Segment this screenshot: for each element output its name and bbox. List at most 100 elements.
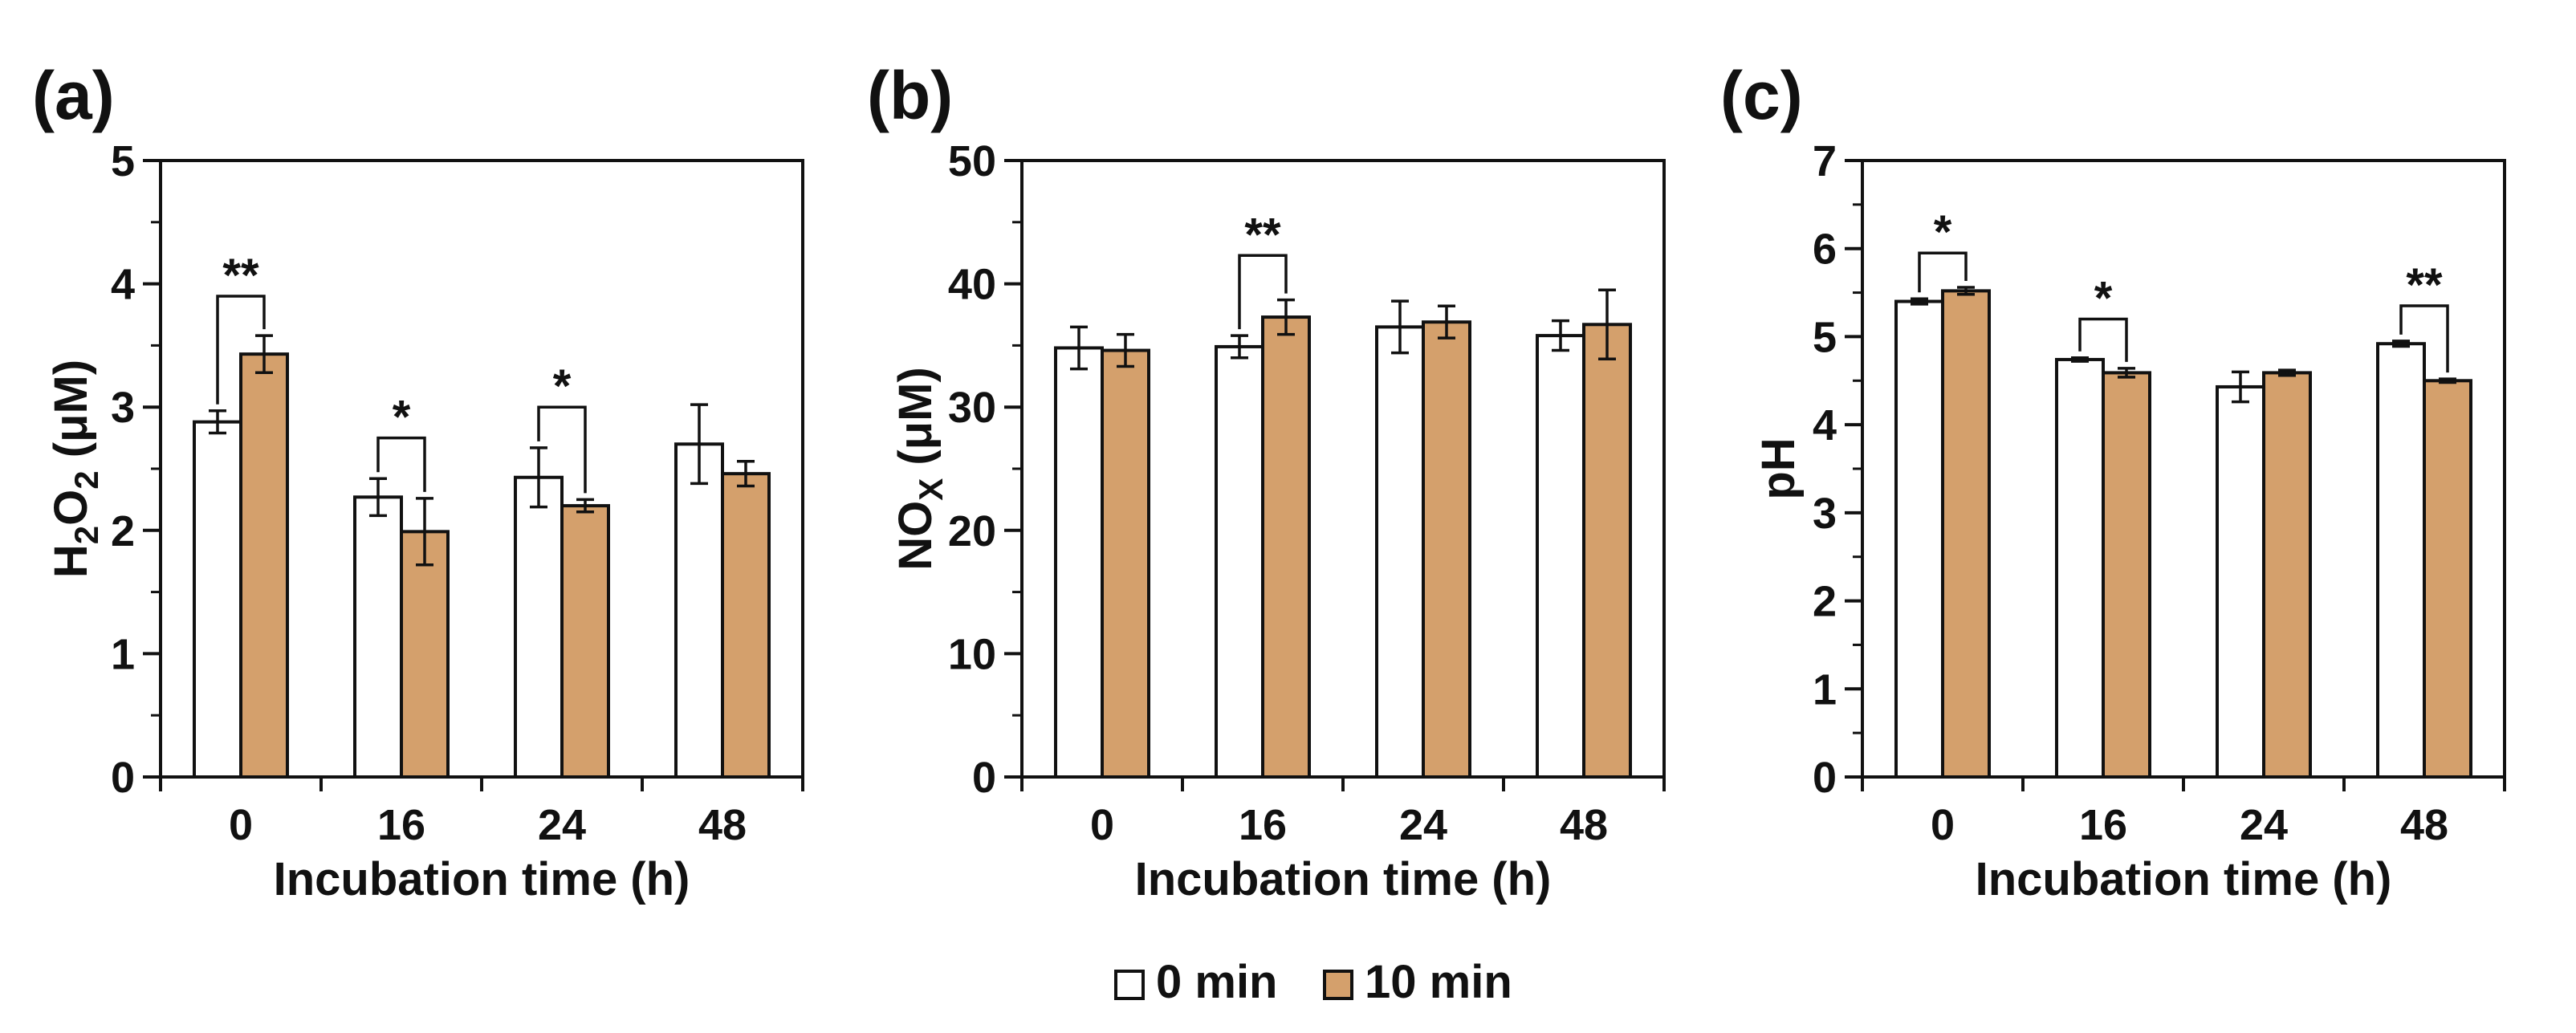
significance-bracket (537, 405, 587, 494)
significance-label: * (1934, 206, 1952, 258)
panel-label: (a) (32, 58, 115, 133)
bar-0-min-48 (2376, 342, 2426, 779)
x-tick-label: 0 (1090, 801, 1114, 849)
x-tick-label: 24 (1399, 801, 1447, 849)
y-tick-label: 2 (111, 507, 135, 555)
y-axis-title-subscript: 2 (67, 470, 105, 489)
bar-10-min-16 (2102, 371, 2151, 779)
y-axis-title-text: pH (1752, 437, 1805, 499)
bar-0-min-16 (353, 495, 403, 779)
y-tick-label: 6 (1813, 226, 1837, 274)
bar-0-min-48 (674, 442, 724, 779)
panel-label: (c) (1720, 58, 1803, 133)
x-tick-label: 24 (538, 801, 586, 849)
y-tick-label: 10 (948, 630, 996, 678)
significance-label: * (393, 392, 411, 444)
significance-label: * (2094, 272, 2113, 324)
y-tick-label: 30 (948, 384, 996, 432)
x-tick-label: 0 (229, 801, 253, 849)
bar-0-min-24 (514, 475, 564, 779)
significance-bracket (1238, 254, 1288, 330)
x-tick-label: 24 (2240, 801, 2288, 849)
bar-10-min-48 (2423, 379, 2472, 779)
y-axis-title: pH (1752, 437, 1805, 499)
bar-10-min-0 (1941, 289, 1991, 779)
x-tick-label: 48 (2400, 801, 2448, 849)
y-tick-label: 20 (948, 507, 996, 555)
x-axis-title: Incubation time (h) (1976, 853, 2392, 905)
bar-10-min-24 (560, 504, 610, 779)
y-axis-title-text: (μM) (45, 360, 97, 471)
panel-label: (b) (867, 58, 953, 133)
x-axis-title: Incubation time (h) (1135, 853, 1552, 905)
x-tick-label: 48 (1560, 801, 1608, 849)
legend-swatch-10-min (1323, 970, 1353, 1000)
plot-frame (1861, 159, 2506, 779)
y-tick-label: 5 (1813, 313, 1837, 361)
y-tick-label: 7 (1813, 137, 1837, 185)
y-axis-title-subscript: X (912, 478, 950, 501)
y-tick-label: 3 (1813, 490, 1837, 538)
significance-label: ** (2406, 259, 2443, 311)
y-axis-title-text: O (45, 490, 97, 526)
y-axis-title-subscript: 2 (67, 526, 105, 544)
significance-bracket (2078, 317, 2128, 362)
x-axis-title: Incubation time (h) (274, 853, 690, 905)
significance-bracket (2399, 304, 2449, 373)
x-tick-label: 16 (2079, 801, 2127, 849)
bar-10-min-0 (1101, 348, 1150, 779)
bar-10-min-24 (1422, 320, 1471, 779)
bar-0-min-48 (1536, 334, 1585, 779)
bar-0-min-16 (2055, 357, 2105, 779)
legend-label-0-min: 0 min (1156, 956, 1278, 1008)
y-tick-label: 1 (111, 630, 135, 678)
x-tick-label: 16 (1239, 801, 1287, 849)
x-tick-label: 16 (377, 801, 425, 849)
bar-10-min-48 (1582, 323, 1632, 779)
bar-10-min-16 (400, 530, 450, 779)
y-tick-label: 3 (111, 384, 135, 432)
legend-label-10-min: 10 min (1365, 956, 1512, 1008)
bar-10-min-0 (239, 352, 289, 779)
y-axis-title: H2O2 (μM) (45, 360, 105, 578)
y-axis-title: NOX (μM) (889, 367, 950, 571)
y-axis-title-text: (μM) (889, 367, 942, 478)
significance-bracket (376, 436, 426, 492)
plot-frame (159, 159, 804, 779)
y-tick-label: 0 (972, 754, 996, 802)
y-tick-label: 5 (111, 137, 135, 185)
y-tick-label: 4 (111, 261, 135, 309)
bar-0-min-24 (2216, 384, 2265, 779)
x-tick-label: 0 (1931, 801, 1955, 849)
significance-label: ** (1244, 209, 1281, 261)
y-tick-label: 1 (1813, 665, 1837, 714)
bar-10-min-48 (721, 472, 771, 779)
y-tick-label: 0 (111, 754, 135, 802)
chart-panel-1: (b) 0 10 20 30 40 50 0 16 24 48 ** Incubation time (… (867, 58, 1666, 905)
bar-10-min-24 (2262, 371, 2312, 779)
bar-0-min-0 (1054, 346, 1104, 779)
significance-bracket (1918, 251, 1968, 293)
bar-0-min-0 (1894, 299, 1944, 779)
y-tick-label: 50 (948, 137, 996, 185)
y-tick-label: 0 (1813, 754, 1837, 802)
y-axis-title-text: H (45, 544, 97, 578)
bar-0-min-0 (193, 420, 242, 779)
significance-bracket (216, 295, 266, 405)
significance-label: * (553, 360, 572, 413)
x-tick-label: 48 (698, 801, 747, 849)
legend-swatch-0-min (1114, 970, 1145, 1000)
y-tick-label: 4 (1813, 401, 1837, 449)
y-axis-title-text: NO (889, 501, 942, 571)
y-tick-label: 2 (1813, 578, 1837, 626)
bar-0-min-16 (1215, 344, 1264, 779)
significance-label: ** (222, 250, 259, 302)
bar-10-min-16 (1261, 315, 1311, 779)
bar-0-min-24 (1375, 325, 1425, 779)
y-tick-label: 40 (948, 261, 996, 309)
plot-frame (1020, 159, 1666, 779)
